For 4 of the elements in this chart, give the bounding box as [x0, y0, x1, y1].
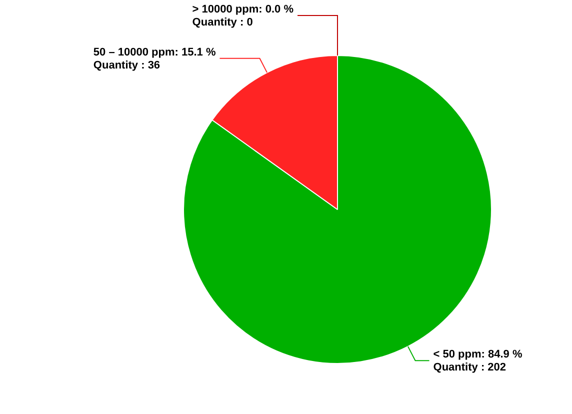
category-label: > 10000 ppm: 0.0 %: [192, 4, 294, 16]
text: Quantity : 0: [192, 16, 253, 29]
slice-label: < 50 ppm: 84.9 % Quantity : 202: [433, 348, 522, 374]
slice-label: 50 – 10000 ppm: 15.1 % Quantity : 36: [93, 46, 216, 72]
